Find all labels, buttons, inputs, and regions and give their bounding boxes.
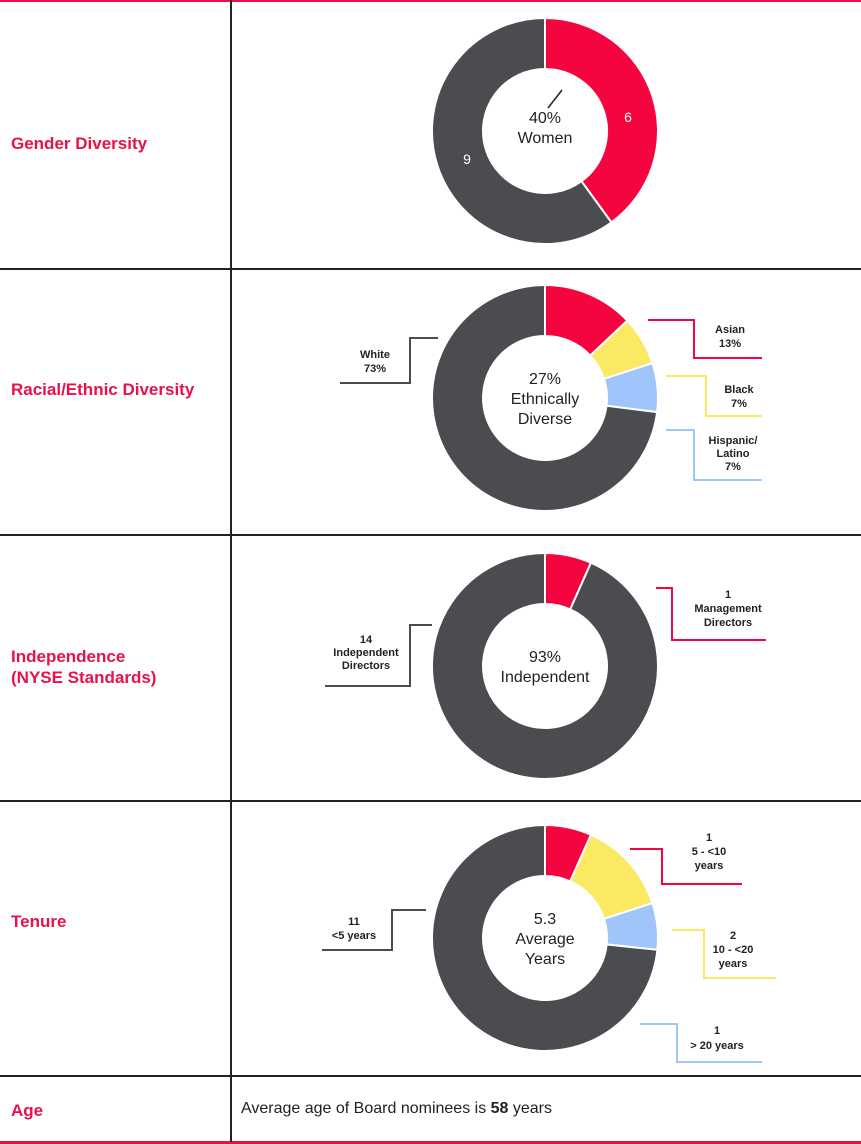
callout-line bbox=[640, 1023, 762, 1063]
callout-line bbox=[656, 587, 766, 641]
callout-label-tenure-20plus: 1 > 20 years bbox=[690, 1025, 744, 1052]
callout-label-black: Black 7% bbox=[724, 384, 754, 410]
callout-line bbox=[648, 319, 762, 359]
callout-line bbox=[325, 624, 432, 687]
row-label-gender: Gender Diversity bbox=[11, 134, 148, 153]
age-value: 58 bbox=[490, 1100, 509, 1117]
callout-line bbox=[630, 848, 742, 885]
table-top-rule bbox=[0, 0, 861, 2]
callout-line bbox=[340, 337, 438, 384]
donut-center-text: 27% Ethnically Diverse bbox=[511, 371, 579, 428]
donut-slice bbox=[544, 16, 659, 224]
callout-line bbox=[322, 909, 426, 951]
callout-label-tenure-under5: 11 <5 years bbox=[332, 916, 376, 942]
callout-label-white: White 73% bbox=[360, 349, 390, 375]
callout-line bbox=[666, 375, 762, 417]
center-tick-mark bbox=[547, 89, 563, 109]
donut-slice bbox=[431, 823, 659, 1052]
callout-label-hispanic: Hispanic/Latino 7% bbox=[709, 435, 758, 473]
row-divider bbox=[0, 1075, 861, 1077]
donut-center-text: 40% Women bbox=[518, 110, 573, 147]
row-label-racial: Racial/Ethnic Diversity bbox=[11, 380, 195, 399]
callout-label-independent: 14 Independent Directors bbox=[333, 634, 399, 672]
column-divider bbox=[230, 0, 232, 1142]
callout-label-management: 1 Management Directors bbox=[694, 589, 762, 629]
donut-slice bbox=[431, 551, 659, 780]
table-bottom-rule bbox=[0, 1141, 861, 1144]
row-label-tenure: Tenure bbox=[11, 912, 67, 931]
callout-label-tenure-10-20: 2 10 - <20 years bbox=[713, 930, 754, 970]
callout-line bbox=[672, 929, 776, 979]
donut-slice bbox=[431, 16, 613, 245]
callout-line bbox=[666, 429, 762, 481]
donut-slice bbox=[431, 283, 659, 512]
donut-center-text: 5.3 Average Years bbox=[515, 911, 574, 968]
slice-count-label: 6 bbox=[624, 109, 632, 125]
row-label-age: Age bbox=[11, 1101, 44, 1120]
row-divider bbox=[0, 268, 861, 270]
row-label-independence: Independence (NYSE Standards) bbox=[11, 647, 157, 687]
donut-center-text: 93% Independent bbox=[501, 649, 591, 686]
slice-count-label: 9 bbox=[463, 151, 471, 167]
row-divider bbox=[0, 800, 861, 802]
row-divider bbox=[0, 534, 861, 536]
age-suffix: years bbox=[508, 1100, 553, 1117]
age-statement: Average age of Board nominees is 58 year… bbox=[241, 1100, 552, 1118]
callout-label-asian: Asian 13% bbox=[715, 324, 745, 350]
age-prefix: Average age of Board nominees is bbox=[241, 1100, 491, 1117]
